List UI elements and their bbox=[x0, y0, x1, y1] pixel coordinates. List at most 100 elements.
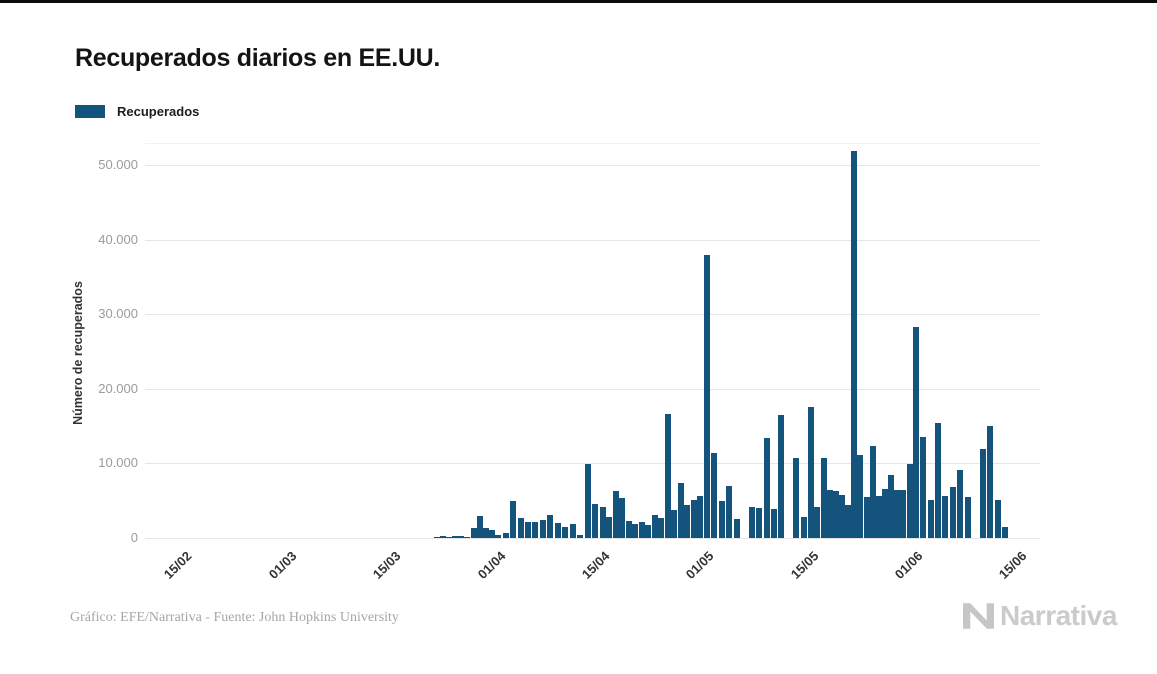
bar bbox=[927, 499, 934, 538]
bar bbox=[619, 498, 626, 538]
y-tick-label: 0 bbox=[130, 530, 138, 545]
bar bbox=[881, 488, 888, 538]
bar bbox=[554, 522, 561, 538]
y-gridline bbox=[145, 463, 1040, 464]
y-gridline bbox=[145, 314, 1040, 315]
bar bbox=[577, 535, 584, 538]
bar bbox=[793, 458, 800, 538]
bar bbox=[1002, 526, 1009, 538]
x-tick-label: 01/03 bbox=[265, 548, 300, 582]
bar bbox=[690, 499, 697, 538]
bar bbox=[470, 527, 477, 538]
x-tick-label: 15/06 bbox=[996, 548, 1030, 582]
bar bbox=[547, 514, 554, 538]
bar bbox=[562, 526, 569, 538]
bar bbox=[612, 491, 619, 538]
bar bbox=[942, 495, 949, 538]
bar bbox=[820, 457, 827, 538]
x-tick-label: 01/04 bbox=[474, 548, 509, 582]
x-tick-label: 01/05 bbox=[683, 548, 717, 582]
bar bbox=[964, 497, 971, 538]
legend-swatch bbox=[75, 105, 105, 118]
bar bbox=[464, 536, 471, 538]
x-tick-label: 15/05 bbox=[787, 548, 822, 582]
legend-label: Recuperados bbox=[117, 104, 200, 119]
bar bbox=[845, 504, 852, 538]
bar bbox=[733, 518, 740, 538]
bar bbox=[771, 509, 777, 538]
bar bbox=[446, 537, 452, 538]
bar bbox=[814, 507, 821, 538]
bar bbox=[625, 520, 632, 538]
bar bbox=[726, 485, 733, 538]
y-tick-label: 10.000 bbox=[98, 455, 138, 470]
bar bbox=[569, 524, 576, 538]
bar bbox=[439, 536, 446, 538]
bar bbox=[875, 495, 882, 538]
bar bbox=[748, 507, 755, 538]
chart-legend: Recuperados bbox=[75, 104, 199, 119]
bar bbox=[703, 254, 710, 538]
bar bbox=[832, 491, 839, 538]
bar bbox=[482, 527, 489, 538]
narrativa-logo-icon bbox=[963, 603, 994, 629]
bar bbox=[476, 515, 483, 538]
bar bbox=[888, 474, 895, 538]
y-tick-label: 20.000 bbox=[98, 381, 138, 396]
x-tick-label: 01/06 bbox=[891, 548, 926, 582]
y-gridline bbox=[145, 538, 1040, 539]
y-tick-label: 40.000 bbox=[98, 232, 138, 247]
bar bbox=[599, 506, 606, 538]
bar bbox=[763, 437, 770, 538]
bar bbox=[906, 463, 913, 538]
bar bbox=[920, 436, 927, 538]
bar bbox=[584, 463, 591, 538]
y-gridline bbox=[145, 240, 1040, 241]
bar bbox=[756, 508, 763, 538]
bar bbox=[645, 524, 652, 538]
bar bbox=[658, 518, 665, 538]
y-gridline bbox=[145, 389, 1040, 390]
bar bbox=[458, 536, 465, 538]
bar bbox=[495, 535, 502, 538]
bar bbox=[711, 453, 718, 538]
bar bbox=[838, 494, 845, 538]
bar bbox=[778, 415, 785, 538]
bar bbox=[994, 499, 1001, 538]
bar bbox=[935, 422, 941, 538]
top-edge-strip bbox=[0, 0, 1157, 3]
bar bbox=[987, 425, 994, 538]
bar bbox=[863, 497, 870, 538]
bar bbox=[632, 523, 639, 538]
bar bbox=[664, 413, 671, 538]
narrativa-brand: Narrativa bbox=[963, 600, 1117, 632]
bar bbox=[697, 496, 704, 538]
bar bbox=[433, 536, 440, 538]
source-credit: Gráfico: EFE/Narrativa - Fuente: John Ho… bbox=[70, 610, 399, 625]
page-title: Recuperados diarios en EE.UU. bbox=[75, 44, 441, 72]
bar bbox=[808, 406, 815, 538]
bar bbox=[957, 469, 964, 538]
bar bbox=[510, 500, 516, 538]
y-axis-title: Número de recuperados bbox=[71, 281, 85, 425]
bar bbox=[900, 489, 907, 538]
x-tick-label: 15/03 bbox=[370, 548, 404, 582]
bar bbox=[684, 505, 691, 538]
bar bbox=[851, 151, 858, 538]
bar bbox=[452, 535, 459, 538]
y-gridline bbox=[145, 165, 1040, 166]
bar bbox=[638, 522, 645, 538]
bar bbox=[502, 532, 509, 538]
bar bbox=[524, 522, 531, 538]
bar bbox=[718, 501, 725, 538]
bar bbox=[651, 514, 658, 538]
bar bbox=[949, 486, 956, 538]
plot-top-border bbox=[145, 143, 1040, 144]
bar bbox=[592, 503, 598, 538]
bar bbox=[800, 517, 807, 538]
bar bbox=[539, 519, 546, 538]
bar bbox=[979, 448, 986, 538]
bar bbox=[532, 522, 539, 538]
bar bbox=[894, 489, 901, 538]
